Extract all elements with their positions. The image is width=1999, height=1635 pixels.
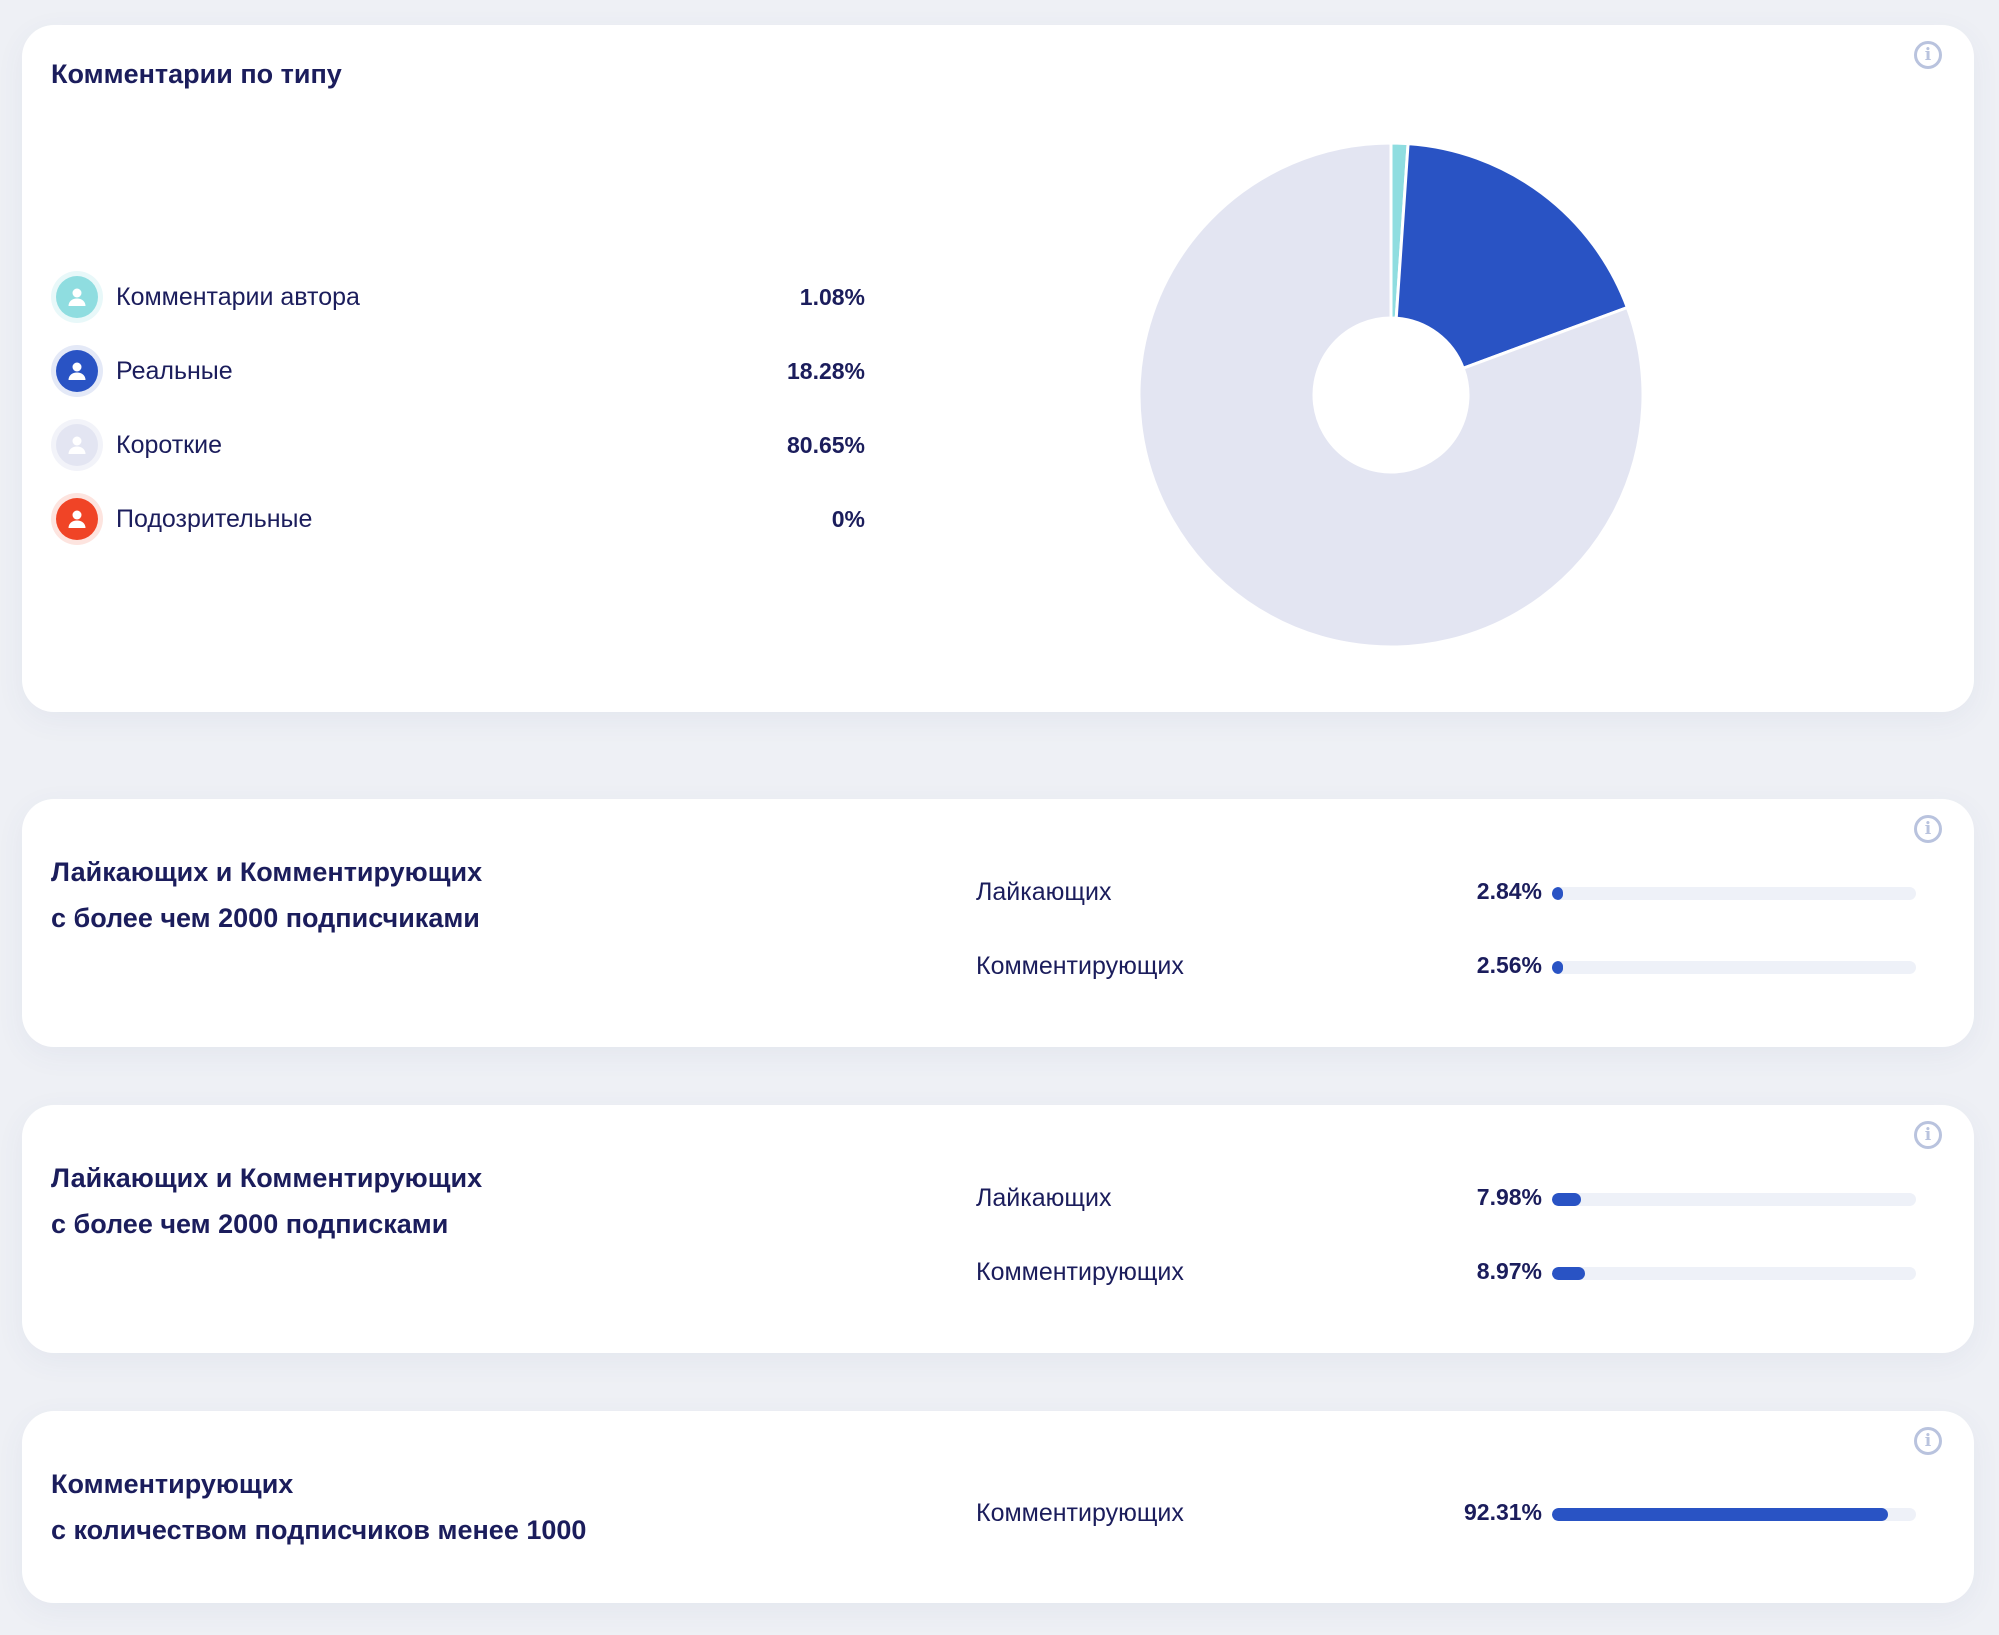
- progress-fill: [1552, 1508, 1888, 1521]
- comments-by-type-card: i Комментарии по типу Комментарии автора…: [22, 25, 1974, 712]
- progress-fill: [1552, 1267, 1585, 1280]
- following-2000-card: i Лайкающих и Комментирующих с более чем…: [22, 1105, 1974, 1353]
- legend-label: Комментарии автора: [116, 282, 360, 311]
- legend-label: Подозрительные: [116, 504, 313, 533]
- user-icon: [68, 436, 86, 454]
- card-title-line: с количеством подписчиков менее 1000: [51, 1515, 587, 1545]
- user-icon: [68, 510, 86, 528]
- metric-row-commenters: Комментирующих 8.97%: [976, 1252, 1916, 1292]
- metric-value: 8.97%: [1476, 1258, 1542, 1284]
- info-icon[interactable]: i: [1914, 1121, 1942, 1149]
- progress-fill: [1552, 887, 1563, 900]
- legend-label: Реальные: [116, 356, 233, 385]
- metric-value: 7.98%: [1476, 1184, 1542, 1210]
- pie-legend: Комментарии автора 1.08% Реальные 18.28%…: [51, 260, 865, 556]
- metric-label: Комментирующих: [976, 1499, 1184, 1527]
- metric-label: Лайкающих: [976, 1184, 1112, 1212]
- metric-value: 2.84%: [1476, 878, 1542, 904]
- card-title-line: Комментирующих: [51, 1469, 294, 1499]
- user-icon: [68, 288, 86, 306]
- metric-label: Комментирующих: [976, 1258, 1184, 1286]
- small-followers-card: i Комментирующих с количеством подписчик…: [22, 1411, 1974, 1603]
- metric-value: 92.31%: [1463, 1499, 1542, 1525]
- metric-row-likers: Лайкающих 7.98%: [976, 1178, 1916, 1218]
- legend-badge: [51, 345, 103, 397]
- progress-track: [1552, 1508, 1916, 1521]
- legend-item-short: Короткие 80.65%: [51, 408, 865, 482]
- card-title: Комментарии по типу: [51, 59, 342, 89]
- metric-row-likers: Лайкающих 2.84%: [976, 872, 1916, 912]
- card-title: Лайкающих и Комментирующих с более чем 2…: [51, 849, 482, 941]
- progress-track: [1552, 961, 1916, 974]
- info-icon[interactable]: i: [1914, 41, 1942, 69]
- card-title-line: с более чем 2000 подписками: [51, 1209, 449, 1239]
- info-icon[interactable]: i: [1914, 1427, 1942, 1455]
- metric-label: Комментирующих: [976, 952, 1184, 980]
- metric-row-commenters: Комментирующих 92.31%: [976, 1493, 1916, 1533]
- legend-value: 18.28%: [786, 357, 865, 384]
- legend-value: 0%: [831, 505, 865, 532]
- pie-slice[interactable]: [1394, 143, 1630, 371]
- progress-fill: [1552, 1193, 1582, 1206]
- legend-badge: [51, 271, 103, 323]
- info-icon[interactable]: i: [1914, 815, 1942, 843]
- legend-item-suspicious: Подозрительные 0%: [51, 482, 865, 556]
- legend-value: 1.08%: [799, 283, 865, 310]
- donut-chart: [1139, 143, 1643, 647]
- legend-badge: [51, 493, 103, 545]
- legend-item-real: Реальные 18.28%: [51, 334, 865, 408]
- user-icon: [68, 362, 86, 380]
- legend-item-author: Комментарии автора 1.08%: [51, 260, 865, 334]
- card-title-line: Лайкающих и Комментирующих: [51, 1163, 483, 1193]
- progress-track: [1552, 887, 1916, 900]
- card-title-line: Лайкающих и Комментирующих: [51, 857, 483, 887]
- pie-slice[interactable]: [1139, 143, 1643, 647]
- legend-badge: [51, 419, 103, 471]
- card-title: Лайкающих и Комментирующих с более чем 2…: [51, 1155, 482, 1247]
- followers-2000-card: i Лайкающих и Комментирующих с более чем…: [22, 799, 1974, 1047]
- legend-value: 80.65%: [786, 431, 865, 458]
- card-title-line: с более чем 2000 подписчиками: [51, 903, 480, 933]
- metric-value: 2.56%: [1476, 952, 1542, 978]
- progress-track: [1552, 1193, 1916, 1206]
- metric-label: Лайкающих: [976, 878, 1112, 906]
- progress-track: [1552, 1267, 1916, 1280]
- metric-row-commenters: Комментирующих 2.56%: [976, 946, 1916, 986]
- legend-label: Короткие: [116, 430, 222, 459]
- progress-fill: [1552, 961, 1563, 974]
- card-title: Комментирующих с количеством подписчиков…: [51, 1461, 586, 1553]
